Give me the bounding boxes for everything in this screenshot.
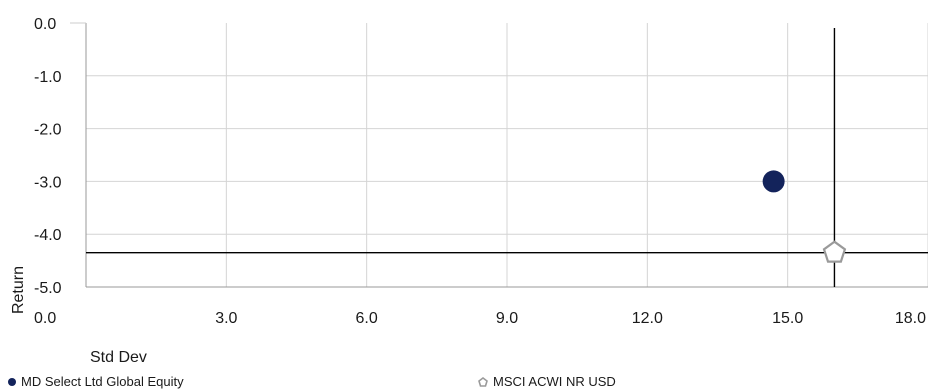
- legend: MD Select Ltd Global Equity MSCI ACWI NR…: [0, 374, 928, 389]
- y-tick-label: -2.0: [34, 122, 62, 139]
- y-tick-label: -3.0: [34, 174, 62, 191]
- y-tick-label: -1.0: [34, 69, 62, 86]
- y-tick-label: 0.0: [34, 16, 56, 33]
- legend-label: MD Select Ltd Global Equity: [21, 374, 184, 389]
- x-axis-title: Std Dev: [90, 349, 147, 366]
- x-tick-label: 18.0: [895, 310, 926, 327]
- y-tick-label: -4.0: [34, 227, 62, 244]
- data-point-benchmark: [822, 240, 847, 263]
- x-tick-label: 9.0: [496, 310, 518, 327]
- pentagon-marker-icon: [478, 376, 488, 387]
- y-tick-label: -5.0: [34, 280, 62, 297]
- grid: [86, 23, 928, 287]
- y-axis-title: Return: [10, 266, 27, 314]
- circle-marker-icon: [8, 377, 16, 386]
- data-points: [762, 170, 847, 263]
- x-tick-label: 15.0: [772, 310, 803, 327]
- x-tick-label: 0.0: [34, 310, 56, 327]
- x-tick-label: 12.0: [632, 310, 663, 327]
- legend-item-benchmark: MSCI ACWI NR USD: [478, 374, 616, 389]
- axes: [70, 22, 928, 288]
- legend-item-fund: MD Select Ltd Global Equity: [8, 374, 184, 389]
- x-tick-label: 6.0: [356, 310, 378, 327]
- data-point-fund: [762, 170, 785, 193]
- tick-labels: 0.0 3.0 6.0 9.0 12.0 15.0 18.0 0.0 -1.0 -2.0 -3.0 -…: [34, 16, 926, 327]
- legend-label: MSCI ACWI NR USD: [493, 374, 616, 389]
- x-tick-label: 3.0: [215, 310, 237, 327]
